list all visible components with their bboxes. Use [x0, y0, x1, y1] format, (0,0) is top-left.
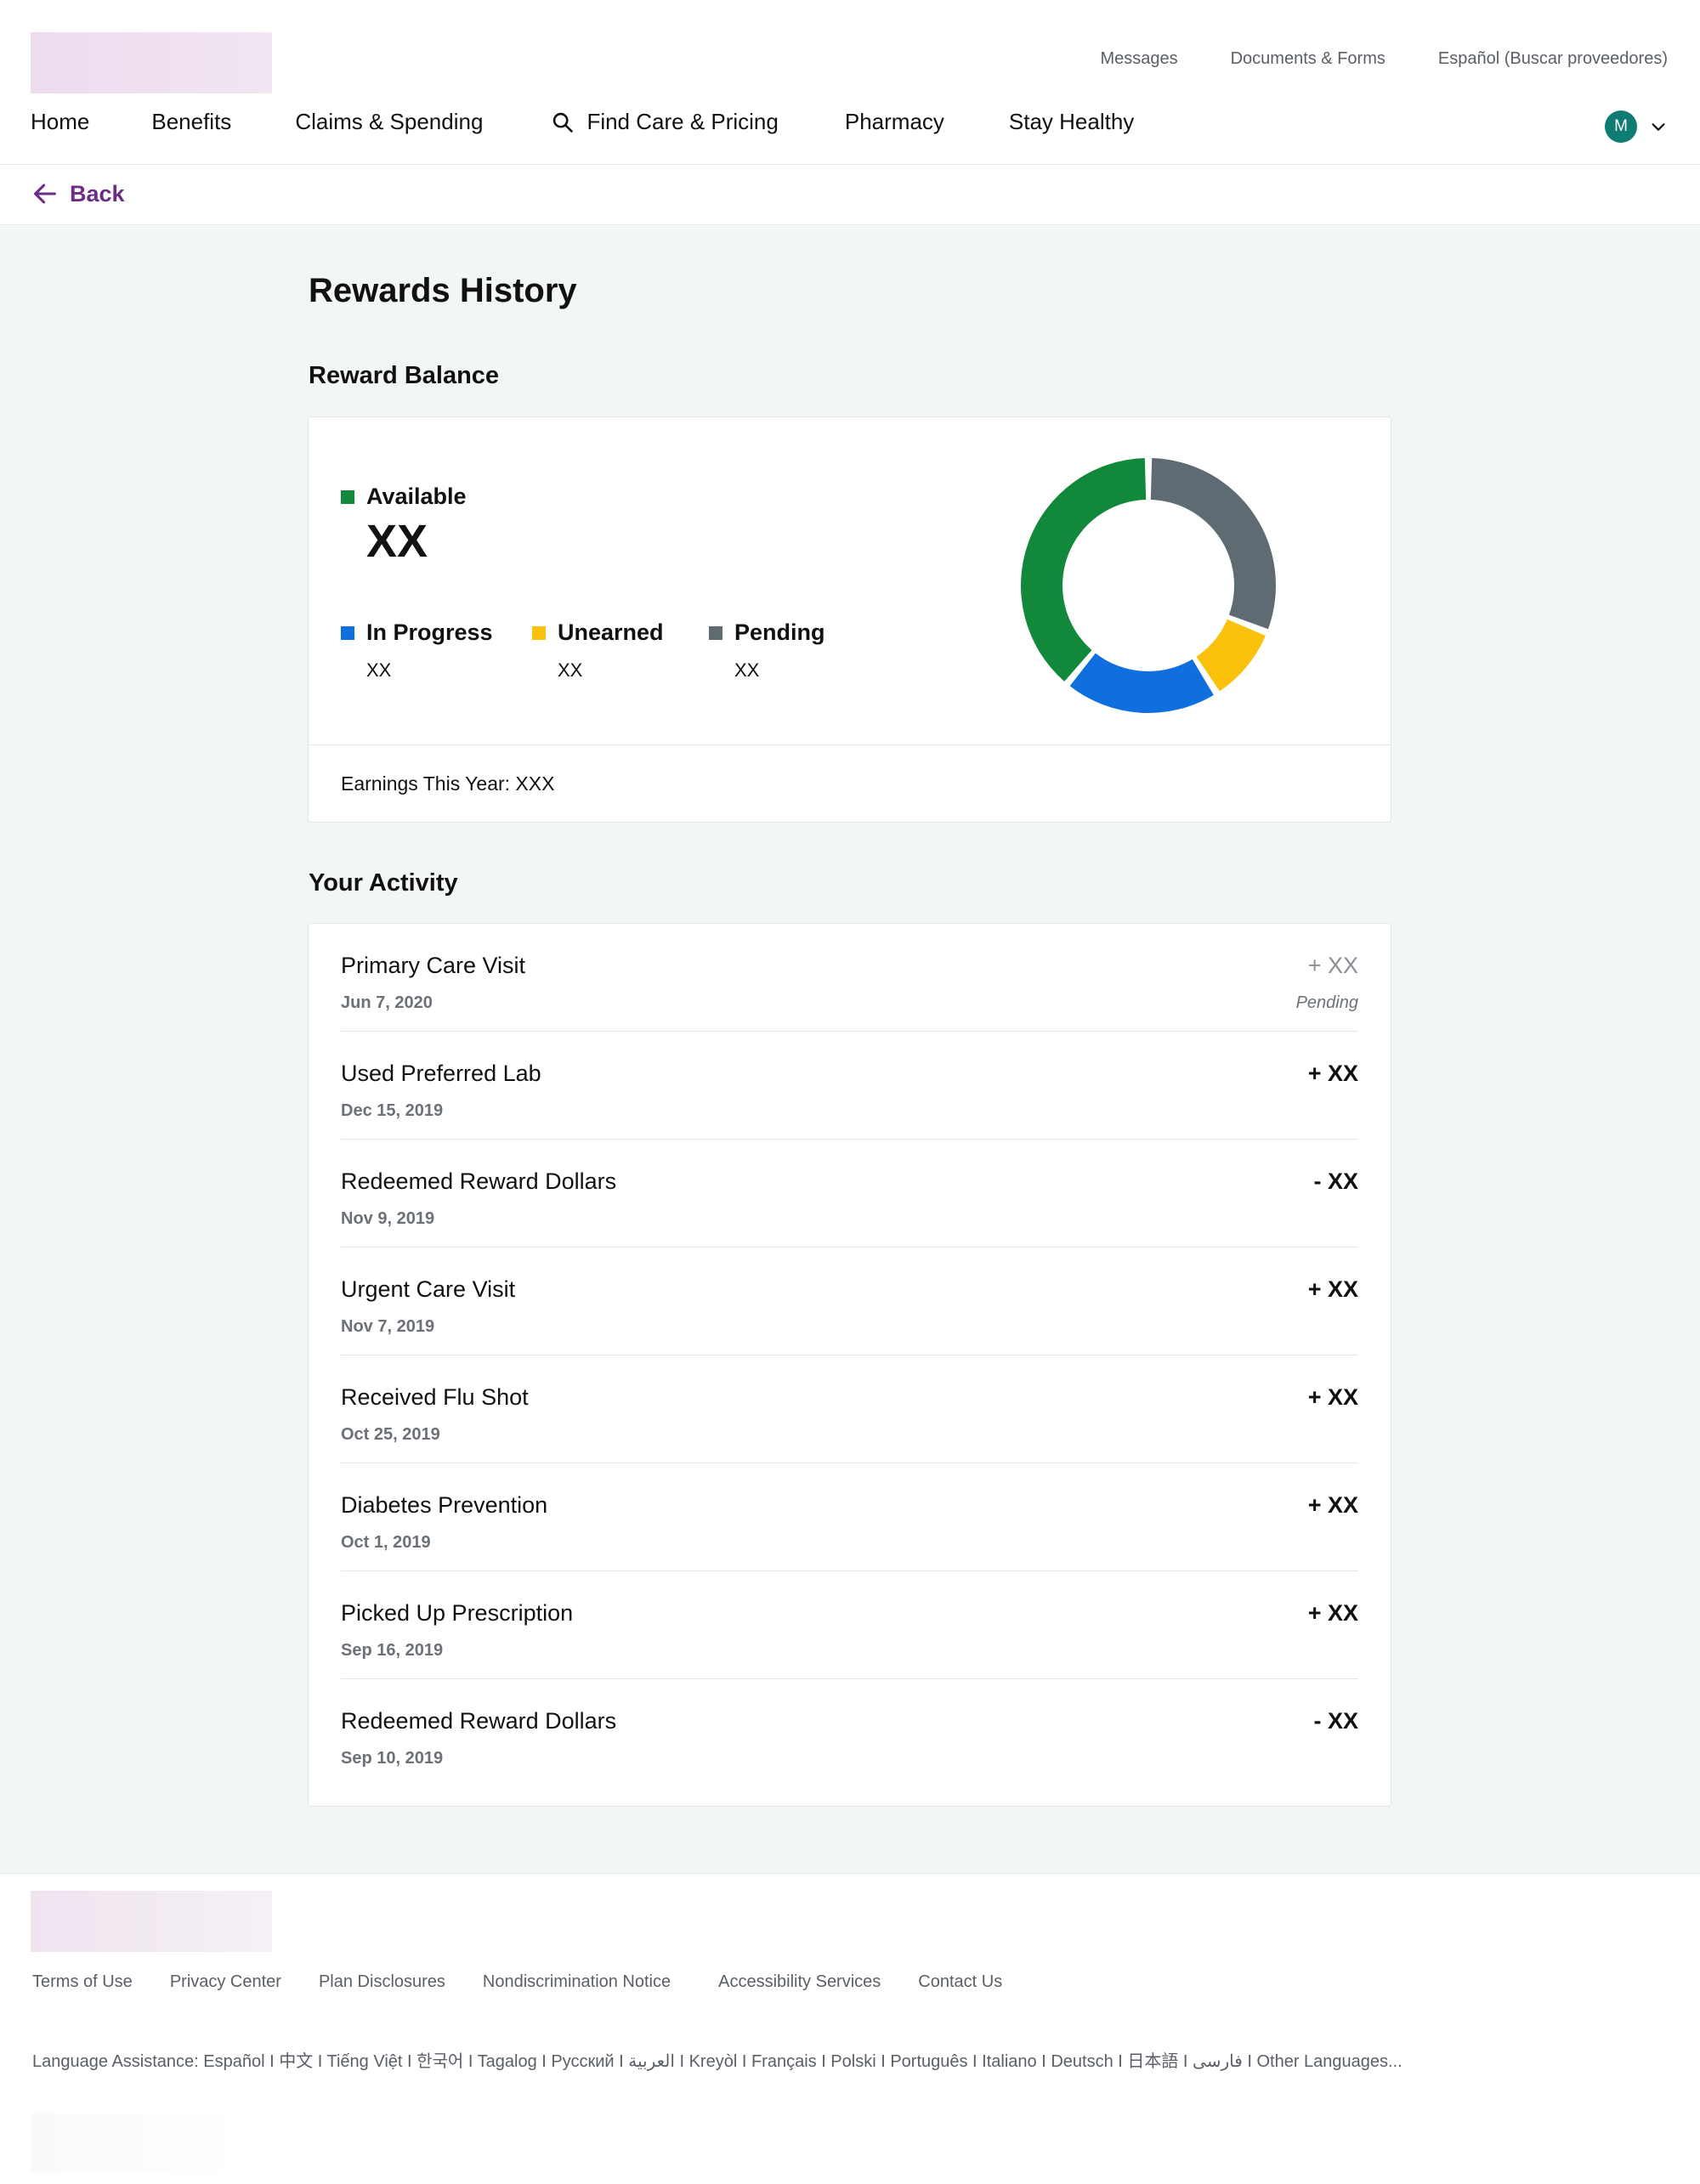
pending-label: Pending: [734, 620, 825, 645]
activity-row: Redeemed Reward Dollars Sep 10, 2019 - XX: [341, 1679, 1358, 1787]
activity-amount: + XX: [1307, 1600, 1358, 1626]
activity-title: Redeemed Reward Dollars: [341, 1708, 617, 1734]
activity-title: Received Flu Shot: [341, 1384, 529, 1410]
privacy-center-link[interactable]: Privacy Center: [169, 1972, 281, 1991]
brand-logo[interactable]: [31, 32, 272, 93]
available-value: XX: [366, 516, 428, 567]
activity-row: Primary Care Visit Jun 7, 2020 + XX Pending: [341, 924, 1358, 1032]
in-progress-label: In Progress: [366, 620, 493, 645]
activity-amount: + XX: [1307, 953, 1358, 978]
activity-date: Dec 15, 2019: [341, 1101, 444, 1120]
nav-home[interactable]: Home: [31, 109, 90, 134]
unearned-swatch: [532, 625, 546, 640]
search-icon: [553, 112, 574, 133]
unearned-value: XX: [558, 659, 583, 681]
donut-segment-unearned: [1196, 619, 1266, 692]
donut-segment-available: [1021, 458, 1147, 682]
avatar: M: [1605, 110, 1637, 143]
pending-legend: Pending XX: [709, 620, 825, 682]
divider: [309, 744, 1391, 745]
available-label: Available: [366, 484, 467, 509]
account-menu[interactable]: M: [1605, 110, 1668, 143]
activity-title: Used Preferred Lab: [341, 1061, 541, 1086]
in-progress-swatch: [341, 625, 354, 640]
page-title: Rewards History: [309, 272, 577, 309]
nav-claims-spending[interactable]: Claims & Spending: [295, 109, 484, 134]
reward-balance-donut: [1021, 458, 1276, 713]
activity-title: Primary Care Visit: [341, 953, 526, 978]
activity-date: Nov 9, 2019: [341, 1209, 435, 1228]
messages-link[interactable]: Messages: [1100, 49, 1178, 68]
footer-links: Terms of Use Privacy Center Plan Disclos…: [32, 1972, 1040, 1992]
nav-find-care-pricing[interactable]: Find Care & Pricing: [551, 109, 779, 135]
accessibility-services-link[interactable]: Accessibility Services: [718, 1972, 881, 1991]
your-activity-heading: Your Activity: [309, 869, 458, 897]
nondiscrimination-notice-link[interactable]: Nondiscrimination Notice: [482, 1972, 672, 1991]
activity-amount: + XX: [1307, 1061, 1358, 1086]
documents-forms-link[interactable]: Documents & Forms: [1230, 49, 1386, 68]
available-summary: Available XX: [341, 484, 467, 568]
activity-row: Redeemed Reward Dollars Nov 9, 2019 - XX: [341, 1140, 1358, 1248]
nav-stay-healthy[interactable]: Stay Healthy: [1008, 109, 1135, 134]
back-bar: Back: [0, 166, 1700, 225]
activity-title: Picked Up Prescription: [341, 1600, 574, 1626]
main-nav: Home Benefits Claims & Spending Find Car…: [31, 109, 1134, 135]
activity-date: Sep 10, 2019: [341, 1749, 444, 1768]
activity-title: Diabetes Prevention: [341, 1492, 548, 1518]
activity-title: Urgent Care Visit: [341, 1276, 516, 1302]
activity-amount: + XX: [1307, 1384, 1358, 1410]
contact-us-link[interactable]: Contact Us: [918, 1972, 1003, 1991]
activity-amount: - XX: [1313, 1708, 1358, 1734]
nav-pharmacy[interactable]: Pharmacy: [844, 109, 944, 134]
activity-amount: - XX: [1313, 1168, 1358, 1194]
activity-date: Jun 7, 2020: [341, 993, 433, 1012]
activity-date: Oct 25, 2019: [341, 1425, 440, 1444]
arrow-left-icon: [34, 184, 56, 204]
back-label: Back: [70, 180, 125, 207]
language-assistance[interactable]: Language Assistance: Español I 中文 I Tiến…: [32, 2052, 1402, 2071]
unearned-label: Unearned: [558, 620, 664, 645]
donut-segment-in-progress: [1069, 653, 1214, 713]
reward-balance-heading: Reward Balance: [309, 362, 500, 389]
activity-row: Diabetes Prevention Oct 1, 2019 + XX: [341, 1463, 1358, 1571]
footer-logo: [31, 1891, 272, 1952]
reward-balance-card: Available XX In Progress XX Unearned XX …: [308, 416, 1391, 823]
main-content: Rewards History Reward Balance Available…: [0, 226, 1700, 1873]
activity-amount: + XX: [1307, 1492, 1358, 1518]
activity-title: Redeemed Reward Dollars: [341, 1168, 617, 1194]
chevron-down-icon: [1652, 123, 1665, 131]
in-progress-legend: In Progress XX: [341, 620, 493, 682]
back-button[interactable]: Back: [31, 179, 125, 208]
nav-benefits[interactable]: Benefits: [151, 109, 232, 134]
activity-card: Primary Care Visit Jun 7, 2020 + XX Pending…: [308, 923, 1391, 1807]
plan-disclosures-link[interactable]: Plan Disclosures: [318, 1972, 445, 1991]
utility-nav: Messages Documents & Forms Español (Busc…: [1100, 49, 1668, 69]
site-footer: Terms of Use Privacy Center Plan Disclos…: [0, 1873, 1700, 2184]
activity-row: Received Flu Shot Oct 25, 2019 + XX: [341, 1355, 1358, 1463]
footer-badge: [31, 2113, 243, 2173]
activity-row: Used Preferred Lab Dec 15, 2019 + XX: [341, 1032, 1358, 1140]
activity-date: Nov 7, 2019: [341, 1317, 435, 1336]
activity-row: Urgent Care Visit Nov 7, 2019 + XX: [341, 1248, 1358, 1355]
pending-value: XX: [734, 659, 760, 681]
activity-date: Sep 16, 2019: [341, 1641, 444, 1660]
activity-amount: + XX: [1307, 1276, 1358, 1302]
activity-row: Picked Up Prescription Sep 16, 2019 + XX: [341, 1571, 1358, 1679]
pending-swatch: [709, 625, 722, 640]
activity-date: Oct 1, 2019: [341, 1533, 431, 1552]
nav-find-care-label: Find Care & Pricing: [586, 109, 779, 134]
available-swatch: [341, 489, 354, 504]
donut-segment-pending: [1150, 458, 1276, 630]
earnings-this-year: Earnings This Year: XXX: [341, 772, 555, 795]
espanol-link[interactable]: Español (Buscar proveedores): [1437, 49, 1668, 68]
site-header: Messages Documents & Forms Español (Busc…: [0, 0, 1700, 165]
in-progress-value: XX: [366, 659, 392, 681]
unearned-legend: Unearned XX: [532, 620, 664, 682]
terms-of-use-link[interactable]: Terms of Use: [32, 1972, 133, 1991]
activity-status: Pending: [1295, 993, 1358, 1012]
